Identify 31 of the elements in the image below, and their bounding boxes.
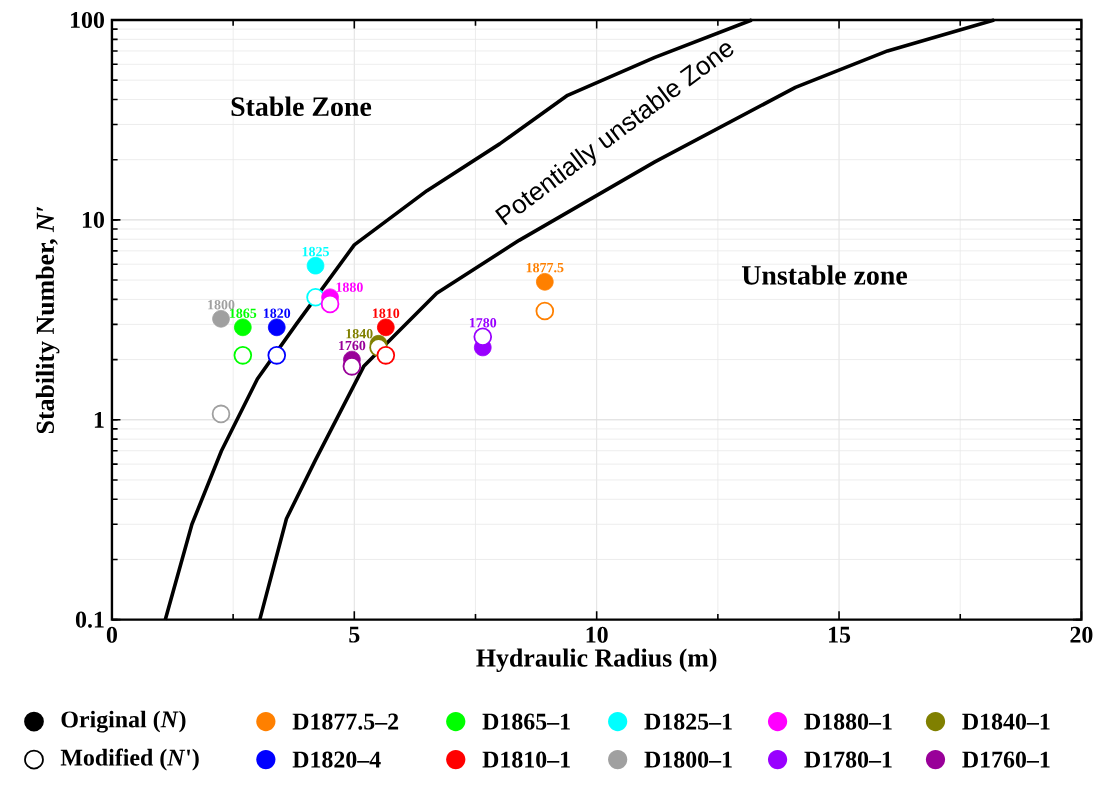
legend-label: D1820–4 (292, 751, 381, 768)
legend-label: D1760–1 (962, 751, 1050, 768)
point (377, 318, 395, 337)
x-tick-label: 0 (106, 626, 117, 644)
point (212, 310, 230, 328)
x-tick-label: 15 (829, 626, 851, 643)
legend-label: D1780–1 (804, 751, 892, 768)
legend-label: D1840–1 (962, 713, 1050, 730)
legend-label: D1865–1 (482, 713, 570, 730)
legend-label: D1880–1 (804, 713, 892, 730)
x-tick-label: 5 (349, 626, 360, 643)
text: Original (N) (61, 710, 186, 733)
text: Modified (N') (60, 748, 199, 771)
y-axis-title: Stability Number, N′ (35, 207, 60, 434)
annotation: Stable Zone (231, 96, 372, 117)
legend-label: D1877.5–2 (292, 713, 399, 730)
point (234, 318, 252, 337)
y-tick-label: 10 (82, 212, 104, 229)
point (306, 257, 325, 275)
legend-label: D1825–1 (644, 713, 732, 730)
x-axis-title: Hydraulic Radius (m) (476, 648, 717, 673)
y-tick-label: 1 (94, 412, 104, 428)
y-tick-label: 0.1 (75, 611, 104, 628)
annotation: Unstable zone (741, 265, 907, 286)
x-tick-label: 10 (586, 626, 608, 644)
x-tick-label: 20 (1070, 626, 1093, 644)
legend-label: D1800–1 (644, 751, 732, 768)
legend-label: D1810–1 (482, 751, 570, 768)
y-tick-label: 100 (70, 12, 104, 29)
point (536, 273, 554, 291)
point (267, 318, 286, 337)
